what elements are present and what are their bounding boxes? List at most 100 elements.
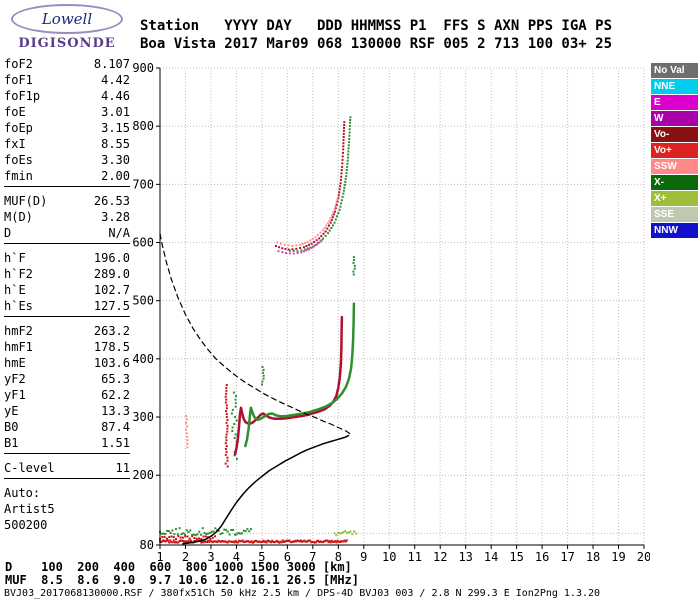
param-hmf2: hmF2 263.2 [4,323,130,339]
x-tick-label: 14 [484,550,498,564]
param-label: D [4,226,12,240]
y-tick-label: 80 [140,538,154,552]
param-fmin: fmin 2.00 [4,168,130,184]
param-group-1: foF2 8.107 foF1 4.42 foF1p 4.46 foE 3.01 foEp 3.1… [4,56,130,187]
param-label: foF2 [4,57,33,71]
x-tick-label: 1 [156,550,163,564]
param-hme: hmE 103.6 [4,355,130,371]
param-value: 289.0 [93,267,130,281]
y-tick-label: 200 [132,468,154,482]
param-md: M(D) 3.28 [4,209,130,225]
series-f-trace-o [233,315,344,456]
param-group-6: Auto: Artist5 500200 [4,485,130,535]
param-label: yF2 [4,372,26,386]
param-label: h`E [4,283,26,297]
doppler-direction-legend: No Val NNE E W Vo- Vo+ SSW X- X+ SSE NNW [651,63,698,239]
param-mufd: MUF(D) 26.53 [4,193,130,209]
y-tick-label: 500 [132,294,154,308]
x-tick-label: 8 [335,550,342,564]
param-500200: 500200 [4,517,130,533]
param-label: fxI [4,137,26,151]
x-tick-label: 6 [284,550,291,564]
param-value: 263.2 [93,324,130,338]
param-value: 102.7 [93,283,130,297]
x-tick-label: 7 [309,550,316,564]
param-fof1p: foF1p 4.46 [4,88,130,104]
y-tick-label: 900 [132,61,154,75]
param-hes: h`Es 127.5 [4,298,130,314]
param-label: yE [4,404,19,418]
param-value: 3.30 [101,153,130,167]
muf-row: MUF 8.5 8.6 9.0 9.7 10.6 12.0 16.1 26.5 … [5,573,360,587]
param-group-3: h`F 196.0 h`F2 289.0 h`E 102.7 h`Es 127.5 [4,250,130,317]
x-tick-label: 10 [382,550,396,564]
param-d: D N/A [4,225,130,241]
x-tick-label: 13 [458,550,472,564]
param-value: 1.51 [101,436,130,450]
param-label: fmin [4,169,33,183]
header-station-values: Boa Vista 2017 Mar09 068 130000 RSF 005 … [140,36,613,52]
legend-item-vo-: Vo- [651,127,698,142]
param-value: 4.46 [101,89,130,103]
param-fof1: foF1 4.42 [4,72,130,88]
series-muf-transmission-curve [159,233,352,436]
x-tick-label: 17 [560,550,574,564]
param-value: 26.53 [93,194,130,208]
param-value: 196.0 [93,251,130,265]
param-value: 87.4 [101,420,130,434]
param-hmf1: hmF1 178.5 [4,339,130,355]
param-value: 13.3 [101,404,130,418]
legend-item-nnw: NNW [651,223,698,238]
param-label: Auto: [4,486,41,500]
legend-item-x-: X- [651,175,698,190]
lowell-digisonde-logo: Lowell DIGISONDE [6,4,128,51]
d-distance-row: D 100 200 400 600 800 1000 1500 3000 [km… [5,560,352,574]
legend-item-no-val: No Val [651,63,698,78]
param-hf: h`F 196.0 [4,250,130,266]
param-group-2: MUF(D) 26.53 M(D) 3.28 D N/A [4,193,130,244]
param-label: foEp [4,121,33,135]
param-value: 3.15 [101,121,130,135]
param-label: hmF2 [4,324,33,338]
param-label: hmF1 [4,340,33,354]
param-value: 4.42 [101,73,130,87]
param-artist5: Artist5 [4,501,130,517]
legend-item-sse: SSE [651,207,698,222]
legend-item-x-: X+ [651,191,698,206]
param-value: 3.01 [101,105,130,119]
param-auto: Auto: [4,485,130,501]
param-label: C-level [4,461,55,475]
param-value: 8.55 [101,137,130,151]
param-ye: yE 13.3 [4,403,130,419]
x-tick-label: 2 [182,550,189,564]
parameter-panel: foF2 8.107 foF1 4.42 foF1p 4.46 foE 3.01 foEp 3.1… [4,56,130,541]
param-yf2: yF2 65.3 [4,371,130,387]
y-tick-label: 700 [132,177,154,191]
param-b0: B0 87.4 [4,419,130,435]
y-tick-label: 400 [132,352,154,366]
x-tick-label: 12 [433,550,447,564]
param-group-5: C-level 11 [4,460,130,479]
param-label: Artist5 [4,502,55,516]
logo-title: Lowell [41,10,93,28]
param-label: M(D) [4,210,33,224]
param-label: h`Es [4,299,33,313]
param-value: 3.28 [101,210,130,224]
legend-item-w: W [651,111,698,126]
param-value: 62.2 [101,388,130,402]
legend-item-nne: NNE [651,79,698,94]
param-hf2: h`F2 289.0 [4,266,130,282]
param-label: 500200 [4,518,48,532]
param-value: 127.5 [93,299,130,313]
header-column-titles: Station YYYY DAY DDD HHMMSS P1 FFS S AXN… [140,18,613,34]
series-f-trace-x [244,302,356,448]
param-label: B1 [4,436,19,450]
series-true-height-profile [182,434,350,545]
legend-item-e: E [651,95,698,110]
x-tick-label: 11 [408,550,422,564]
param-label: yF1 [4,388,26,402]
param-b1: B1 1.51 [4,435,130,451]
param-label: foF1 [4,73,33,87]
param-label: hmE [4,356,26,370]
param-fof2: foF2 8.107 [4,56,130,72]
